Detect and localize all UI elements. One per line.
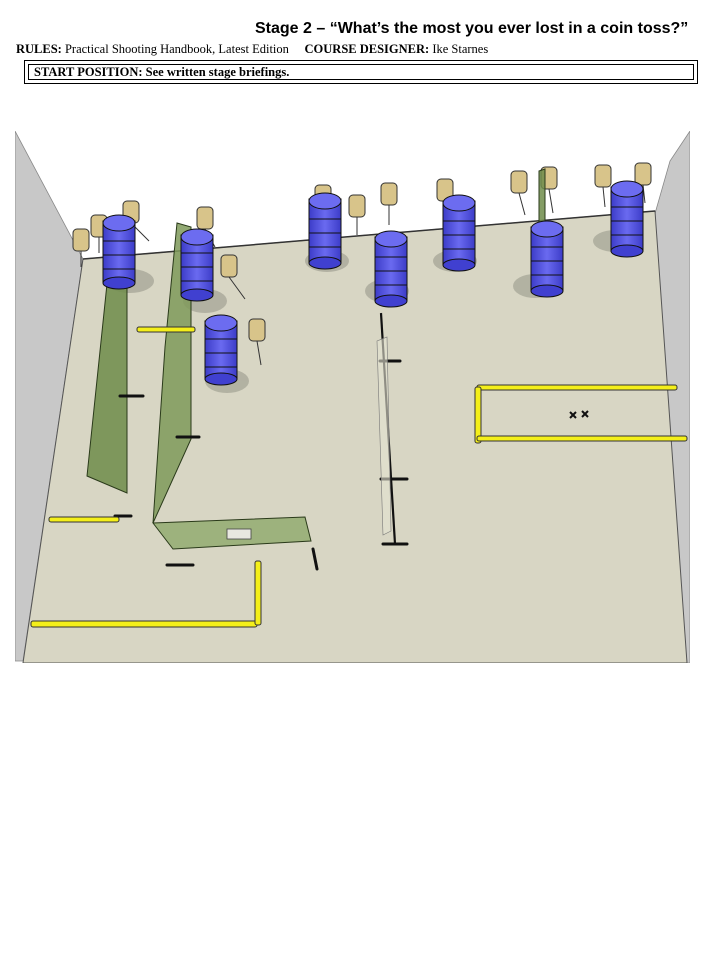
barrier-center-left bbox=[152, 222, 192, 524]
target-11 bbox=[510, 170, 528, 216]
rules-line: RULES: Practical Shooting Handbook, Late… bbox=[16, 42, 488, 57]
target-5 bbox=[220, 254, 246, 300]
barrel-stack-6 bbox=[442, 194, 476, 272]
vision-barriers bbox=[86, 168, 546, 550]
rules-value: Practical Shooting Handbook, Latest Edit… bbox=[64, 42, 289, 56]
fault-lines bbox=[30, 326, 688, 628]
barrier-right-post bbox=[538, 168, 546, 230]
target-14 bbox=[634, 162, 652, 204]
start-value: See written stage briefings. bbox=[145, 65, 290, 79]
barrel-stacks bbox=[102, 180, 644, 386]
designer-value: Ike Starnes bbox=[432, 42, 489, 56]
target-6 bbox=[248, 318, 266, 366]
start-position-box: START POSITION: See written stage briefi… bbox=[24, 60, 698, 84]
center-barrier-panel bbox=[376, 336, 392, 536]
start-box-top bbox=[476, 384, 678, 391]
target-13 bbox=[594, 164, 612, 208]
stage-diagram bbox=[15, 131, 690, 663]
start-box-left bbox=[474, 386, 482, 444]
start-marks bbox=[569, 410, 589, 419]
barrel-stack-1 bbox=[102, 214, 136, 290]
barrel-stack-3 bbox=[204, 314, 238, 386]
barrel-stack-5 bbox=[374, 230, 408, 308]
barrel-stack-8 bbox=[610, 180, 644, 258]
start-box-bottom bbox=[476, 435, 688, 442]
barrel-top-pad bbox=[226, 528, 252, 540]
target-1 bbox=[72, 228, 90, 267]
target-8 bbox=[348, 194, 366, 235]
barrel-stack-7 bbox=[530, 220, 564, 298]
fault-line-bottom-riser bbox=[254, 560, 262, 626]
start-label: START POSITION: bbox=[34, 65, 143, 79]
barrel-stack-4 bbox=[308, 192, 342, 270]
designer-label: COURSE DESIGNER: bbox=[304, 42, 430, 56]
target-9 bbox=[380, 182, 398, 225]
fault-line-bottom bbox=[30, 620, 258, 628]
start-position-inner: START POSITION: See written stage briefi… bbox=[28, 64, 694, 80]
rules-label: RULES: bbox=[16, 42, 62, 56]
barrel-stack-2 bbox=[180, 228, 214, 302]
fault-line-upper-left bbox=[136, 326, 196, 333]
stage-title: Stage 2 – “What’s the most you ever lost… bbox=[255, 20, 689, 37]
fault-line-left bbox=[48, 516, 120, 523]
